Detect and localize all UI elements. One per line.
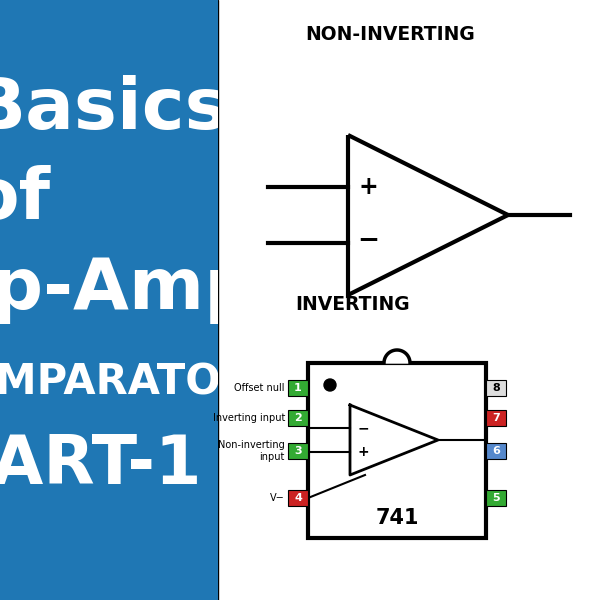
Text: NON-INVERTING: NON-INVERTING xyxy=(305,25,475,44)
Text: Offset null: Offset null xyxy=(235,383,285,393)
Text: 7: 7 xyxy=(492,413,500,423)
Text: 741: 741 xyxy=(375,508,419,528)
Text: V−: V− xyxy=(270,493,285,503)
Text: INVERTING: INVERTING xyxy=(295,295,410,314)
Text: 8: 8 xyxy=(492,383,500,393)
Bar xyxy=(288,490,308,506)
Text: −: − xyxy=(357,421,369,435)
Text: 3: 3 xyxy=(294,446,302,456)
Circle shape xyxy=(324,379,336,391)
Text: PART-1: PART-1 xyxy=(0,432,203,498)
Bar xyxy=(288,443,308,459)
Text: +: + xyxy=(357,445,369,459)
Text: Op-Amps: Op-Amps xyxy=(0,256,299,325)
Bar xyxy=(486,410,506,426)
Text: −: − xyxy=(357,228,379,254)
Bar xyxy=(308,363,486,538)
Text: +: + xyxy=(358,175,378,199)
Bar xyxy=(486,443,506,459)
Bar xyxy=(486,490,506,506)
Polygon shape xyxy=(384,350,410,363)
Bar xyxy=(288,410,308,426)
Text: of: of xyxy=(0,166,51,235)
Text: (COMPARATOR): (COMPARATOR) xyxy=(0,361,272,403)
Text: Non-inverting
input: Non-inverting input xyxy=(218,440,285,462)
Text: 4: 4 xyxy=(294,493,302,503)
Bar xyxy=(0,0,218,600)
Text: 1: 1 xyxy=(294,383,302,393)
Text: 2: 2 xyxy=(294,413,302,423)
Text: 6: 6 xyxy=(492,446,500,456)
Bar xyxy=(288,380,308,396)
Text: 5: 5 xyxy=(492,493,500,503)
Text: Inverting input: Inverting input xyxy=(212,413,285,423)
Text: Basics: Basics xyxy=(0,76,227,145)
Bar xyxy=(486,380,506,396)
Bar xyxy=(0,0,218,600)
